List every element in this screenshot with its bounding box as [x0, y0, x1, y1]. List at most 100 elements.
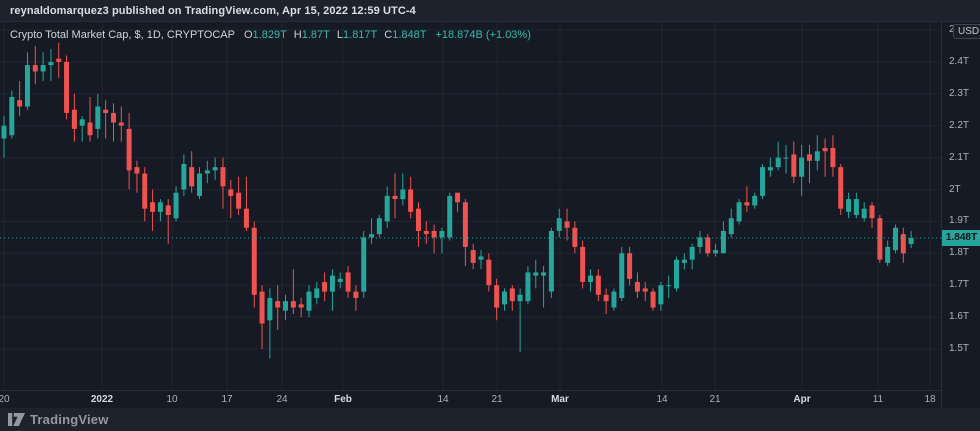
candle — [611, 291, 617, 308]
candle — [642, 288, 648, 292]
candle — [423, 230, 429, 235]
ohlc-pair: O1.829T — [243, 29, 287, 41]
candle — [900, 234, 906, 254]
chart-pane[interactable]: Crypto Total Market Cap, $, 1D, CRYPTOCA… — [0, 22, 941, 390]
time-tick-label: 21 — [709, 394, 721, 405]
candle — [455, 192, 461, 203]
candle — [486, 259, 492, 286]
candle — [134, 167, 140, 174]
candle — [853, 199, 859, 216]
price-tick-label: 2.3T — [949, 87, 970, 99]
candle — [32, 65, 38, 72]
time-tick-label: 11 — [872, 394, 884, 405]
footer-bar: TradingView — [0, 408, 980, 431]
time-tick-label: Apr — [793, 394, 811, 405]
time-axis[interactable]: 20 2022 10 17 24 Feb 14 21 Mar 14 21 Apr 11 18 — [0, 390, 941, 408]
price-axis[interactable]: 2.5T2.4T2.3T2.2T2.1T2T1.9T1.8T1.7T1.6T1.… — [941, 22, 980, 408]
publish-info-text: reynaldomarquez3 published on TradingVie… — [10, 4, 416, 17]
candle — [564, 221, 570, 228]
grid-lines — [0, 22, 941, 390]
time-tick-label: 14 — [656, 394, 668, 405]
candle — [892, 227, 898, 251]
candle — [846, 199, 852, 212]
candle — [462, 202, 468, 247]
candle — [40, 65, 46, 72]
candle — [783, 157, 789, 159]
candles-series — [1, 42, 914, 359]
candle — [830, 148, 836, 168]
price-tick-label: 2T — [949, 183, 961, 195]
candle — [814, 151, 820, 161]
candle — [220, 167, 226, 187]
candle — [556, 218, 562, 231]
candle — [580, 246, 586, 283]
candle — [525, 272, 531, 302]
candle — [243, 208, 249, 228]
candle — [674, 259, 680, 289]
candle — [447, 195, 453, 238]
candle — [799, 157, 805, 177]
candle — [689, 246, 695, 260]
candle — [658, 285, 664, 305]
candle — [56, 58, 62, 62]
candle — [415, 208, 421, 231]
time-tick-label: Mar — [551, 394, 569, 405]
candle — [110, 112, 116, 123]
candle — [908, 237, 914, 245]
candle — [728, 218, 734, 235]
candle — [95, 106, 101, 129]
candle — [1, 125, 7, 139]
publish-info-bar: reynaldomarquez3 published on TradingVie… — [0, 0, 980, 22]
candle — [744, 202, 750, 206]
candle — [634, 282, 640, 292]
candle — [775, 157, 781, 168]
candle — [267, 297, 273, 321]
price-tick-label: 2.1T — [949, 151, 970, 163]
candle — [71, 109, 77, 129]
candle — [861, 208, 867, 219]
price-tick-label: 2.2T — [949, 119, 970, 131]
candle — [619, 253, 625, 298]
candle — [713, 250, 719, 254]
candle — [87, 122, 93, 136]
time-tick-label: 14 — [437, 394, 449, 405]
price-tick-label: 1.8T — [949, 247, 970, 259]
candle — [189, 167, 195, 187]
candle — [322, 282, 328, 292]
candle — [79, 119, 85, 126]
candle — [376, 218, 382, 235]
candle — [181, 163, 187, 190]
candle — [767, 167, 773, 171]
currency-toggle-button[interactable]: USD — [953, 24, 980, 39]
candle — [306, 291, 312, 311]
candle — [384, 195, 390, 222]
candle — [165, 205, 171, 216]
candle — [64, 61, 70, 113]
tradingview-logo[interactable]: TradingView — [8, 412, 109, 427]
candle — [791, 154, 797, 177]
candle — [595, 275, 601, 295]
candle — [392, 195, 398, 200]
candle — [259, 291, 265, 324]
ohlc-pair: L1.817T — [336, 29, 378, 41]
chart-canvas[interactable] — [0, 22, 941, 408]
candle — [838, 167, 844, 209]
candle — [431, 230, 437, 238]
candle — [361, 237, 367, 292]
symbol-title[interactable]: Crypto Total Market Cap, $, 1D, CRYPTOCA… — [10, 29, 235, 41]
last-price-badge: 1.848T — [942, 229, 980, 246]
change-value: +18.874B (+1.03%) — [435, 29, 531, 41]
price-tick-label: 1.9T — [949, 215, 970, 227]
tradingview-icon — [8, 413, 25, 426]
candle — [806, 154, 812, 161]
candle — [822, 148, 828, 152]
candle — [681, 259, 687, 263]
candle — [212, 167, 218, 171]
candle — [236, 192, 242, 209]
candle — [17, 100, 23, 107]
candle — [752, 195, 758, 206]
candle — [329, 275, 335, 292]
candle — [548, 230, 554, 292]
price-tick-label: 1.6T — [949, 311, 970, 323]
time-tick-label: 21 — [491, 394, 503, 405]
